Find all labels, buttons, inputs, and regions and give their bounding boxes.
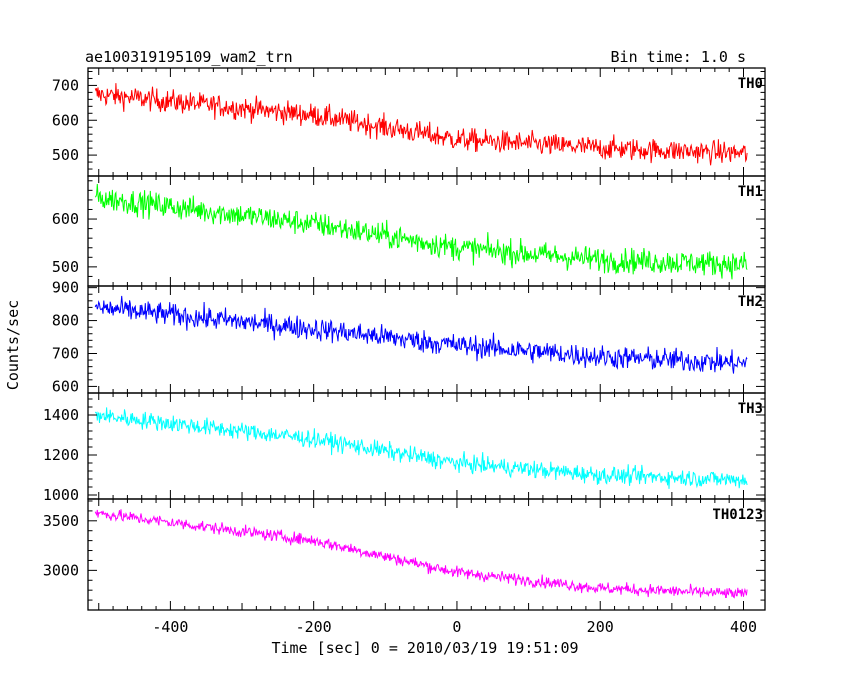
panel-label-th2: TH2	[738, 294, 763, 310]
panel-th1: 500 600 TH1	[52, 175, 766, 287]
y-tick-label: 900	[52, 279, 79, 297]
y-tick-label: 1000	[43, 486, 79, 504]
y-axis-label: Counts/sec	[4, 300, 22, 390]
x-tick-label: -400	[152, 618, 188, 636]
series-line-th0123	[94, 509, 748, 599]
panel-label-th0: TH0	[738, 76, 763, 92]
panel-frame	[87, 498, 766, 611]
y-tick-label: 700	[52, 344, 79, 362]
y-tick-label: 1200	[43, 446, 79, 464]
series-line-th0	[94, 83, 748, 166]
y-tick-label: 1400	[43, 406, 79, 424]
panel-frame	[87, 67, 766, 177]
bin-time-label: Bin time: 1.0 s	[611, 48, 746, 66]
y-tick-label: 3000	[43, 561, 79, 579]
x-tick-label: -200	[296, 618, 332, 636]
y-tick-label: 600	[52, 111, 79, 129]
panel-th0123: 3000 3500 TH0123	[43, 498, 766, 611]
panel-label-th0123: TH0123	[712, 507, 763, 523]
panel-label-th1: TH1	[738, 184, 763, 200]
panel-th3: 1000 1200 1400 TH3	[43, 392, 766, 504]
series-line-th1	[94, 183, 748, 280]
x-tick-label: 200	[587, 618, 614, 636]
y-tick-label: 500	[52, 146, 79, 164]
panel-frame	[87, 175, 766, 287]
x-axis-label: Time [sec] 0 = 2010/03/19 19:51:09	[271, 639, 578, 657]
series-line-th2	[94, 295, 748, 374]
y-tick-label: 3500	[43, 512, 79, 530]
panel-frame	[87, 392, 766, 500]
panels-group: 500 600 700 TH0 500 600 TH1 600 700 800 900 TH2 1000…	[43, 67, 766, 611]
panel-label-th3: TH3	[738, 401, 763, 417]
panel-th2: 600 700 800 900 TH2	[52, 279, 766, 395]
y-tick-label: 600	[52, 377, 79, 395]
chart-title: ae100319195109_wam2_trn	[85, 48, 293, 66]
x-axis: -400 -200 0 200 400	[152, 618, 757, 636]
x-tick-label: 400	[730, 618, 757, 636]
y-tick-label: 700	[52, 76, 79, 94]
y-tick-label: 500	[52, 258, 79, 276]
x-tick-label: 0	[452, 618, 461, 636]
panel-th0: 500 600 700 TH0	[52, 67, 766, 177]
y-tick-label: 600	[52, 210, 79, 228]
panel-frame	[87, 285, 766, 394]
y-tick-label: 800	[52, 312, 79, 330]
series-line-th3	[94, 407, 748, 489]
